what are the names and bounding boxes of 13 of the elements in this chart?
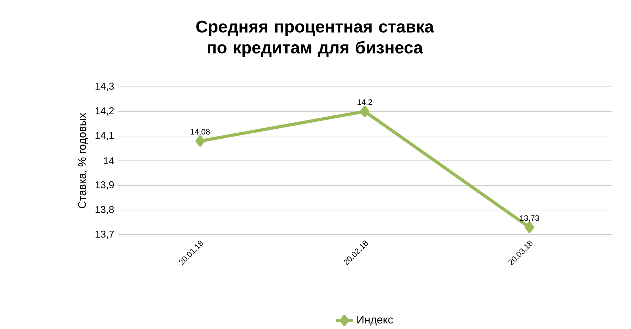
y-tick-label: 14,2	[96, 107, 114, 116]
y-axis-title: Ставка, % годовых	[78, 113, 88, 208]
point	[196, 136, 205, 147]
y-tick-label: 13,9	[96, 181, 114, 190]
y-tick-label: 14,3	[96, 82, 114, 92]
y-tick-label: 14	[104, 157, 114, 164]
point	[360, 106, 370, 118]
y-tick-label: 13,8	[96, 206, 114, 214]
point	[525, 222, 534, 234]
y-tick-label: 13,7	[96, 230, 114, 240]
legend-label: Индекс	[358, 316, 394, 326]
chart-title: Средняя процентная ставка по кредитам для бизнеса	[196, 20, 434, 58]
y-tick-label: 14,1	[96, 132, 114, 140]
